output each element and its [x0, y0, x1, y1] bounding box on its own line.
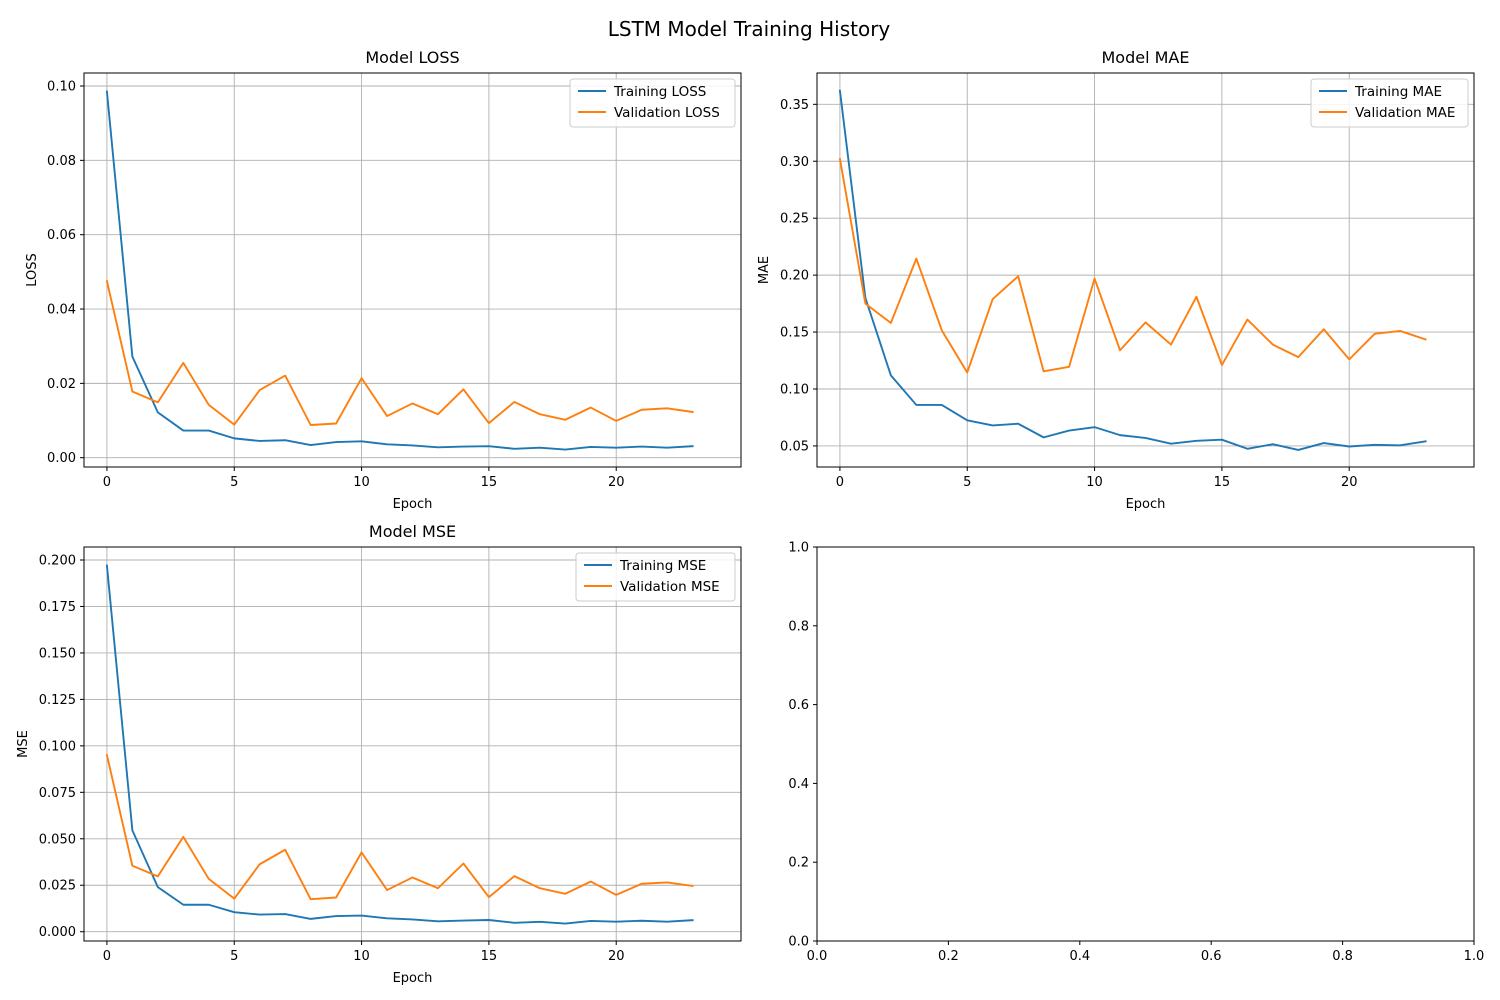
grid [84, 73, 741, 467]
legend: Training LOSS Validation LOSS [569, 78, 736, 128]
y-tick-label: 0.6 [788, 698, 809, 713]
y-tick-label: 0.25 [780, 212, 809, 227]
x-tick-label: 20 [608, 475, 625, 490]
x-tick-label: 15 [481, 949, 498, 964]
y-tick-label: 0.8 [788, 619, 809, 634]
x-tick-label: 0.8 [1332, 949, 1353, 964]
subplot-3: 0 5 10 15 20 0.000 0.025 0.050 0.075 0.100 0.125 0.… [16, 522, 742, 986]
ticks: 0.0 0.2 0.4 0.6 0.8 1.0 0.0 0.2 0.4 0.6 0.8 1.0 [788, 541, 1484, 965]
x-tick-label: 0 [103, 475, 111, 490]
figure-title: LSTM Model Training History [608, 17, 891, 41]
series-line-validation-mae [838, 157, 1427, 374]
x-tick-label: 10 [353, 475, 370, 490]
legend-box [575, 552, 736, 602]
x-tick-label: 15 [1214, 475, 1231, 490]
series-line-training-loss [105, 90, 694, 451]
ticks: 0 5 10 15 20 0.000 0.025 0.050 0.075 0.100 0.125 0.… [39, 554, 625, 964]
y-tick-label: 0.125 [39, 693, 76, 708]
x-axis-label: Epoch [1126, 497, 1166, 512]
y-tick-label: 0.075 [39, 786, 76, 801]
x-tick-label: 5 [230, 949, 238, 964]
y-axis-label: MAE [757, 256, 772, 284]
subplot-title: Model LOSS [365, 48, 459, 67]
y-tick-label: 0.10 [47, 80, 76, 95]
y-axis-label: LOSS [25, 253, 40, 287]
axes-frame [816, 546, 1475, 942]
axes-frame [83, 546, 742, 942]
x-tick-label: 10 [1086, 475, 1103, 490]
y-tick-label: 0.150 [39, 646, 76, 661]
y-tick-label: 0.02 [47, 377, 76, 392]
x-tick-label: 5 [963, 475, 971, 490]
legend: Training MSE Validation MSE [575, 552, 736, 602]
legend-label: Training MAE [1354, 84, 1442, 100]
axes-frame [816, 72, 1475, 468]
y-tick-label: 0.2 [788, 856, 809, 871]
y-tick-label: 0.10 [780, 382, 809, 397]
subplot-1: 0 5 10 15 20 0.00 0.02 0.04 0.06 0.08 0.10 Model LO… [25, 48, 742, 512]
axes-frame [83, 72, 742, 468]
x-tick-label: 20 [1341, 475, 1358, 490]
series-line-training-mae [838, 89, 1427, 451]
x-tick-label: 0.4 [1069, 949, 1090, 964]
legend-box [569, 78, 736, 128]
series-line-training-mse [105, 564, 694, 925]
subplot-2: 0 5 10 15 20 0.05 0.10 0.15 0.20 0.25 0.30 0.35 Mode… [757, 48, 1475, 512]
subplot-4: 0.0 0.2 0.4 0.6 0.8 1.0 0.0 0.2 0.4 0.6 0.8 1.0 [788, 541, 1484, 965]
y-tick-label: 0.15 [780, 326, 809, 341]
x-axis-label: Epoch [393, 497, 433, 512]
legend-label: Training MSE [619, 558, 706, 574]
legend-label: Validation MSE [620, 579, 720, 595]
ticks: 0 5 10 15 20 0.05 0.10 0.15 0.20 0.25 0.30 0.35 [780, 98, 1357, 490]
legend-label: Training LOSS [613, 84, 706, 100]
x-tick-label: 5 [230, 475, 238, 490]
y-tick-label: 0.08 [47, 154, 76, 169]
x-tick-label: 1.0 [1464, 949, 1485, 964]
y-tick-label: 0.05 [780, 439, 809, 454]
y-tick-label: 0.050 [39, 832, 76, 847]
x-tick-label: 0.2 [938, 949, 959, 964]
grid [84, 547, 741, 941]
ticks: 0 5 10 15 20 0.00 0.02 0.04 0.06 0.08 0.10 [47, 80, 624, 490]
y-tick-label: 0.20 [780, 269, 809, 284]
y-tick-label: 0.000 [39, 925, 76, 940]
y-tick-label: 0.0 [788, 935, 809, 950]
y-tick-label: 1.0 [788, 541, 809, 556]
series-line-validation-loss [105, 280, 694, 426]
x-tick-label: 0.0 [807, 949, 828, 964]
y-tick-label: 0.35 [780, 98, 809, 113]
x-tick-label: 15 [481, 475, 498, 490]
subplot-title: Model MAE [1102, 48, 1190, 67]
x-axis-label: Epoch [393, 971, 433, 986]
legend: Training MAE Validation MAE [1310, 78, 1469, 128]
x-tick-label: 20 [608, 949, 625, 964]
y-tick-label: 0.30 [780, 155, 809, 170]
y-tick-label: 0.4 [788, 777, 809, 792]
series-line-validation-mse [105, 754, 694, 901]
y-tick-label: 0.06 [47, 228, 76, 243]
x-tick-label: 0.6 [1201, 949, 1222, 964]
x-tick-label: 10 [353, 949, 370, 964]
legend-label: Validation LOSS [614, 105, 720, 121]
x-tick-label: 0 [103, 949, 111, 964]
y-tick-label: 0.00 [47, 451, 76, 466]
x-tick-label: 0 [836, 475, 844, 490]
y-tick-label: 0.04 [47, 303, 76, 318]
y-tick-label: 0.100 [39, 739, 76, 754]
y-tick-label: 0.175 [39, 600, 76, 615]
legend-label: Validation MAE [1355, 105, 1455, 121]
y-tick-label: 0.200 [39, 554, 76, 569]
legend-box [1310, 78, 1469, 128]
y-axis-label: MSE [16, 730, 31, 758]
y-tick-label: 0.025 [39, 879, 76, 894]
subplot-title: Model MSE [369, 522, 456, 541]
